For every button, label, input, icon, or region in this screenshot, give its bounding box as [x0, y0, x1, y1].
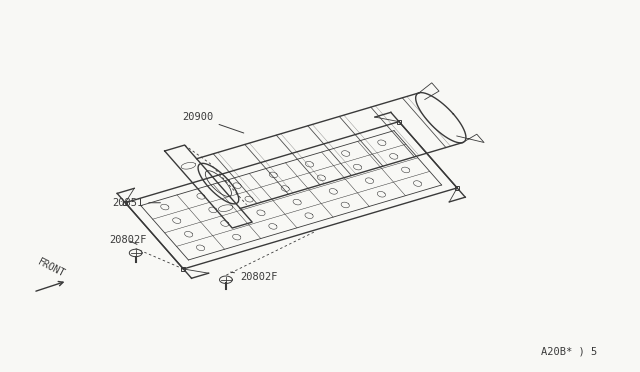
Text: 20900: 20900: [182, 112, 244, 133]
Text: FRONT: FRONT: [36, 257, 67, 279]
Text: 20802F: 20802F: [109, 235, 147, 245]
Text: A20B* ) 5: A20B* ) 5: [541, 346, 597, 356]
Text: 20802F: 20802F: [230, 272, 278, 282]
Text: 20851: 20851: [112, 198, 161, 208]
